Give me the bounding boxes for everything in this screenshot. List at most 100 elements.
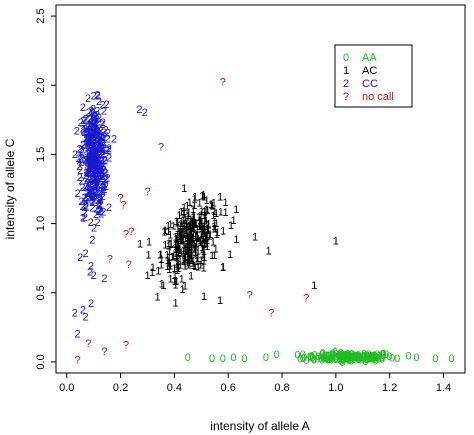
data-point: 1 (144, 270, 150, 282)
data-point: 0 (379, 349, 385, 361)
data-point: 1 (180, 215, 186, 227)
data-point: 2 (91, 157, 97, 169)
data-point: 1 (145, 250, 151, 262)
data-point: 0 (314, 354, 320, 366)
data-point: 0 (342, 350, 348, 362)
data-point: 2 (89, 163, 95, 175)
data-point: 1 (174, 244, 180, 256)
data-point: 2 (98, 186, 104, 198)
data-point: 1 (202, 206, 208, 218)
data-point: 1 (214, 229, 220, 241)
data-point: 1 (191, 221, 197, 233)
data-point: 1 (199, 233, 205, 245)
data-point: 2 (88, 130, 94, 142)
data-point: 1 (266, 245, 272, 257)
data-point: 1 (222, 207, 228, 219)
data-point: 0 (344, 353, 350, 365)
data-point: 1 (204, 231, 210, 243)
data-point: 0 (340, 354, 346, 366)
data-point: 2 (90, 142, 96, 154)
data-point: 0 (307, 352, 313, 364)
data-point: 0 (373, 353, 379, 365)
data-point: 2 (106, 153, 112, 165)
data-point: 1 (185, 242, 191, 254)
data-point: 1 (190, 258, 196, 270)
data-point: 2 (89, 145, 95, 157)
data-point: 1 (184, 228, 190, 240)
data-point: 2 (96, 198, 102, 210)
data-point: 2 (100, 165, 106, 177)
data-point: 0 (328, 353, 334, 365)
data-point: 1 (187, 220, 193, 232)
data-point: 2 (78, 157, 84, 169)
data-point: 2 (97, 161, 103, 173)
data-point: 2 (91, 270, 97, 282)
data-point: 1 (174, 265, 180, 277)
data-point: 1 (185, 245, 191, 257)
data-point: 0 (352, 352, 358, 364)
data-point: 1 (182, 281, 188, 293)
data-point: 2 (90, 148, 96, 160)
data-point: 1 (165, 261, 171, 273)
y-tick-label: 0.0 (35, 354, 47, 369)
data-point: 0 (379, 353, 385, 365)
data-point: 2 (99, 149, 105, 161)
data-point: 0 (364, 350, 370, 362)
data-point: 2 (82, 127, 88, 139)
data-point: 1 (204, 235, 210, 247)
x-tick-label: 1.2 (382, 382, 397, 394)
data-point: 2 (92, 168, 98, 180)
data-point: 0 (371, 350, 377, 362)
data-point: 0 (344, 350, 350, 362)
data-point: 2 (82, 124, 88, 136)
data-point: 1 (178, 218, 184, 230)
data-point: 2 (85, 138, 91, 150)
data-point: 1 (204, 204, 210, 216)
legend-marker: 2 (343, 78, 349, 90)
data-point: 2 (98, 195, 104, 207)
data-point: 1 (203, 214, 209, 226)
data-point: 2 (101, 132, 107, 144)
data-point: 1 (192, 249, 198, 261)
data-point: 2 (105, 128, 111, 140)
y-tick-label: 1.5 (35, 147, 47, 162)
data-point: 0 (362, 356, 368, 368)
data-point: 0 (320, 347, 326, 359)
data-point: 2 (84, 122, 90, 134)
data-point: 1 (201, 191, 207, 203)
data-point: 2 (90, 192, 96, 204)
data-point: 1 (188, 238, 194, 250)
data-point: 1 (179, 221, 185, 233)
data-point: 1 (203, 232, 209, 244)
data-point: 0 (369, 353, 375, 365)
data-point: 1 (190, 222, 196, 234)
data-point: 2 (103, 181, 109, 193)
data-point: 2 (84, 152, 90, 164)
data-point: 1 (196, 218, 202, 230)
data-point: 1 (167, 230, 173, 242)
data-point: 0 (342, 350, 348, 362)
data-point: 0 (185, 352, 191, 364)
data-point: 2 (87, 134, 93, 146)
data-point: 1 (199, 206, 205, 218)
data-point: 2 (95, 154, 101, 166)
data-point: 0 (358, 355, 364, 367)
data-point: 2 (87, 114, 93, 126)
data-point: 1 (178, 207, 184, 219)
data-point: 0 (326, 354, 332, 366)
data-point: 2 (94, 174, 100, 186)
data-point: 0 (448, 353, 454, 365)
data-point: 2 (94, 110, 100, 122)
data-point: 0 (220, 353, 226, 365)
data-point: 0 (376, 354, 382, 366)
x-tick-label: 0.8 (274, 382, 289, 394)
data-point: 2 (90, 174, 96, 186)
data-point: 1 (173, 297, 179, 309)
data-point: 1 (207, 229, 213, 241)
data-point: 1 (201, 246, 207, 258)
data-point: 2 (90, 128, 96, 140)
data-point: 2 (92, 153, 98, 165)
data-point: 2 (90, 143, 96, 155)
data-point: 1 (205, 220, 211, 232)
data-point: 2 (76, 161, 82, 173)
